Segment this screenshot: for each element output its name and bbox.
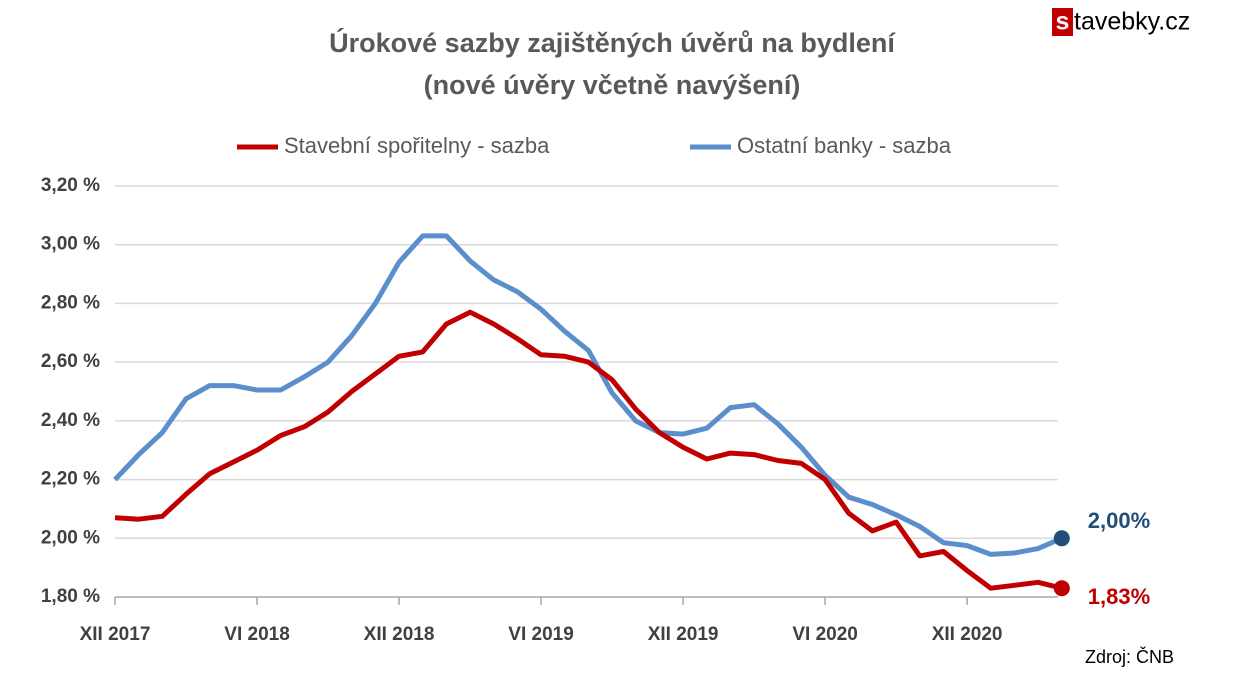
end-marker [1053, 530, 1070, 547]
y-tick-label: 3,20 % [41, 175, 100, 196]
series-line [114, 309, 1063, 591]
y-tick-label: 2,00 % [41, 527, 100, 548]
brand-box [1052, 8, 1073, 36]
x-tick-label: XII 2018 [364, 624, 435, 645]
y-tick-label: 3,00 % [41, 234, 100, 255]
x-tick-label: VI 2019 [508, 624, 574, 645]
legend-label: Ostatní banky - sazba [737, 133, 952, 158]
x-tick-label: VI 2020 [792, 624, 858, 645]
legend-label: Stavební spořitelny - sazba [284, 133, 550, 158]
y-tick-label: 2,20 % [41, 469, 100, 490]
y-tick-label: 2,60 % [41, 351, 100, 372]
data-label: 2,00% [1088, 508, 1150, 533]
x-tick-label: XII 2017 [80, 624, 151, 645]
y-tick-label: 2,40 % [41, 410, 100, 431]
y-tick-label: 2,80 % [41, 292, 100, 313]
y-tick-label: 1,80 % [41, 586, 100, 607]
x-tick-label: XII 2019 [648, 624, 719, 645]
brand-mark: s [1056, 8, 1070, 36]
source: Zdroj: ČNB [1085, 646, 1174, 667]
x-tick-label: XII 2020 [932, 624, 1003, 645]
chart-title: Úrokové sazby zajištěných úvěrů na bydle… [329, 27, 896, 58]
data-label: 1,83% [1088, 584, 1150, 609]
brand-text: tavebky.cz [1074, 8, 1190, 36]
chart-subtitle: (nové úvěry včetně navýšení) [424, 70, 801, 100]
x-tick-label: VI 2018 [224, 624, 290, 645]
end-marker [1053, 580, 1070, 597]
series-line [113, 233, 1063, 557]
